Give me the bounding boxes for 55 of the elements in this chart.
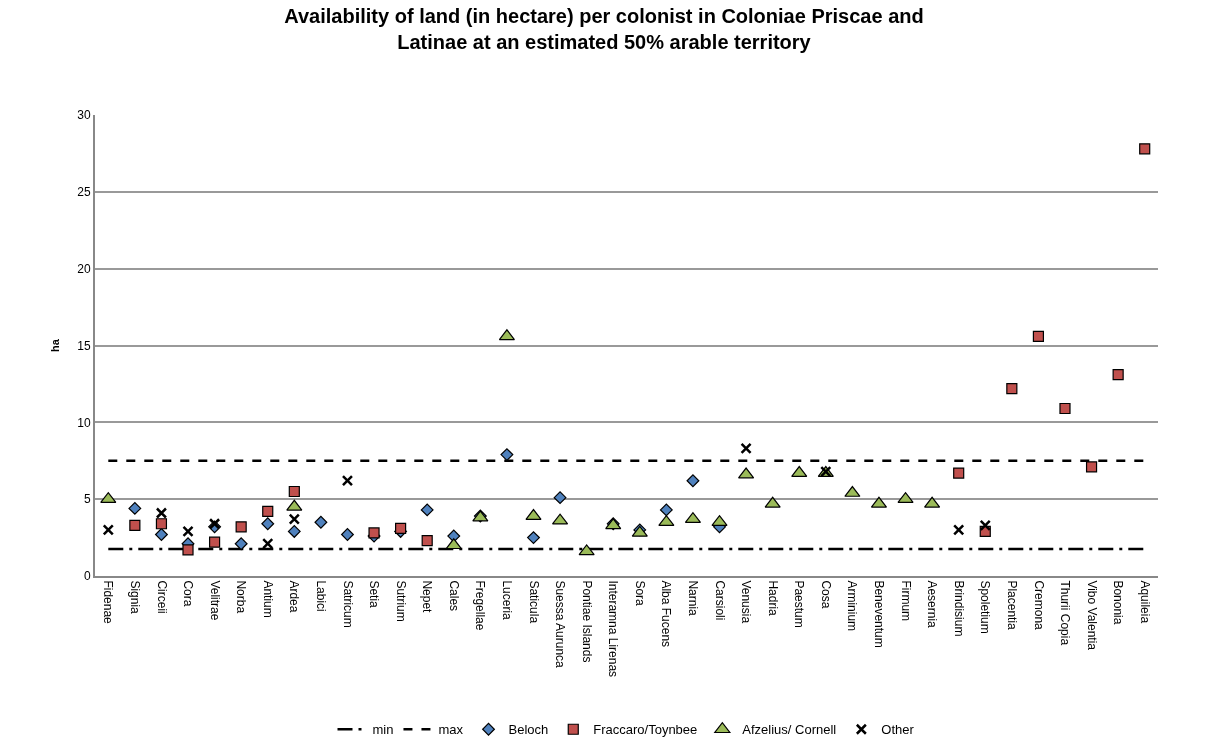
x-tick-label: Signia xyxy=(127,580,142,615)
x-tick-label: Ardea xyxy=(287,580,302,613)
x-tick-label: Satricum xyxy=(340,580,355,628)
x-tick-label: Aquileia xyxy=(1137,580,1152,624)
x-tick-label: Hadria xyxy=(765,580,780,617)
x-tick-label: Paestum xyxy=(792,580,807,628)
x-tick-label: Nepet xyxy=(420,580,435,614)
x-tick-label: Brindisium xyxy=(951,580,966,637)
x-tick-label: Velitrae xyxy=(207,580,222,621)
x-tick-label: Spoletium xyxy=(978,580,993,634)
x-tick-label: Sora xyxy=(632,580,647,607)
y-tick-label: 25 xyxy=(77,185,91,200)
x-tick-label: Sutrium xyxy=(393,580,408,622)
x-tick-label: Labici xyxy=(313,580,328,612)
x-tick-label: Circeii xyxy=(154,580,169,614)
legend-label: Afzelius/ Cornell xyxy=(742,722,837,738)
y-tick-label: 20 xyxy=(77,261,91,276)
x-tick-label: Setia xyxy=(367,580,382,609)
x-tick-label: Firmum xyxy=(898,580,913,622)
x-tick-label: Cales xyxy=(446,580,461,612)
x-tick-label: Cosa xyxy=(818,580,833,609)
x-tick-label: Cora xyxy=(181,580,196,607)
legend-label: Beloch xyxy=(508,722,549,738)
x-tick-label: Placentia xyxy=(1004,580,1019,631)
y-tick-label: 0 xyxy=(83,569,91,584)
x-tick-label: Saticula xyxy=(526,580,541,624)
x-tick-label: Bononia xyxy=(1111,580,1126,625)
x-tick-label: Luceria xyxy=(500,580,515,621)
x-tick-label: Cremona xyxy=(1031,580,1046,631)
legend-label: max xyxy=(438,722,464,738)
x-tick-label: Vibo Valentia xyxy=(1084,580,1099,651)
x-tick-label: Norba xyxy=(234,580,249,614)
x-tick-label: Fregellae xyxy=(473,580,488,631)
chart-title: Availability of land (in hectare) per colonist in Coloniae Priscae and Latinae at an estimated 50% arable territory xyxy=(284,4,924,53)
x-tick-label: Narnia xyxy=(686,580,701,617)
y-tick-label: 15 xyxy=(77,338,91,353)
x-tick-label: Arminium xyxy=(845,580,860,632)
y-tick-label: 10 xyxy=(77,415,91,430)
x-tick-label: Alba Fucens xyxy=(659,580,674,648)
x-tick-label: Beneventum xyxy=(872,580,887,648)
x-tick-label: Interamna Lirenas xyxy=(606,580,621,678)
x-tick-label: Suessa Aurunca xyxy=(553,580,568,669)
x-tick-label: Carsioli xyxy=(712,580,727,621)
x-tick-label: Pontiae Islands xyxy=(579,580,594,663)
x-tick-label: Antium xyxy=(260,580,275,618)
legend-label: Other xyxy=(881,722,915,738)
x-tick-label: Thurii Copia xyxy=(1058,580,1073,646)
legend-label: min xyxy=(372,722,394,738)
legend-label: Fraccaro/Toynbee xyxy=(593,722,698,738)
x-tick-label: Venusia xyxy=(739,580,754,624)
x-tick-label: Aesernia xyxy=(925,580,940,629)
y-axis-title: ha xyxy=(49,338,62,352)
y-tick-label: 30 xyxy=(77,108,91,123)
x-tick-label: Fidenae xyxy=(101,580,116,625)
y-tick-label: 5 xyxy=(83,492,91,507)
